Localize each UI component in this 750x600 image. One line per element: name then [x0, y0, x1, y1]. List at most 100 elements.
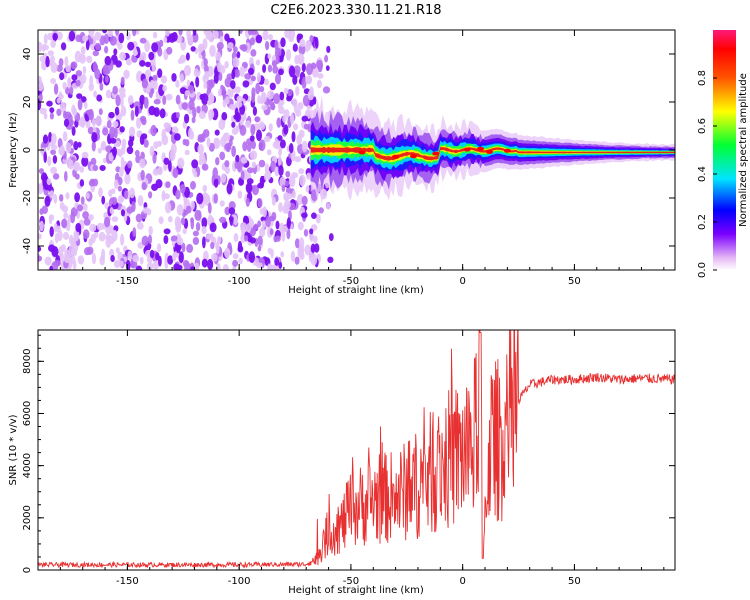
noise-blob [311, 212, 317, 219]
noise-blob [257, 95, 261, 104]
noise-blob [82, 211, 89, 220]
signal-hotspot [410, 154, 417, 159]
noise-blob [208, 109, 215, 119]
noise-blob [251, 87, 256, 99]
noise-blob [278, 55, 284, 63]
noise-blob [171, 32, 178, 42]
noise-blob [214, 129, 220, 136]
noise-blob [283, 87, 289, 95]
noise-blob [301, 77, 307, 89]
noise-blob [257, 220, 261, 228]
noise-blob [185, 52, 190, 61]
snr-series-line [38, 330, 675, 569]
noise-blob [151, 183, 159, 191]
noise-blob [184, 113, 190, 124]
noise-blob [126, 146, 134, 155]
noise-blob [117, 185, 122, 192]
noise-blob [228, 216, 234, 222]
noise-blob [264, 78, 269, 86]
noise-blob [255, 82, 261, 95]
noise-blob [201, 217, 208, 229]
noise-blob [263, 135, 271, 143]
noise-blob [64, 170, 68, 182]
signal-hotspot [392, 154, 400, 159]
x-tick-label: 0 [459, 276, 465, 287]
noise-blob [39, 93, 43, 102]
noise-blob [206, 137, 211, 148]
noise-blob [269, 264, 276, 270]
noise-blob [207, 202, 212, 214]
noise-blob [192, 106, 197, 119]
noise-blob [98, 231, 106, 242]
noise-blob [114, 106, 120, 116]
noise-blob [245, 197, 250, 207]
noise-blob [79, 54, 86, 64]
noise-blob [184, 262, 191, 270]
noise-blob [248, 251, 255, 263]
noise-blob [267, 53, 272, 59]
noise-blob [286, 217, 291, 229]
noise-blob [115, 94, 121, 107]
noise-blob [142, 207, 149, 214]
noise-blob [305, 75, 313, 85]
noise-blob [262, 30, 269, 41]
noise-blob [219, 200, 225, 207]
noise-blob [43, 151, 47, 163]
noise-blob [132, 227, 137, 238]
noise-blob [75, 222, 82, 233]
noise-blob [239, 66, 245, 77]
noise-blob [250, 49, 257, 57]
noise-blob [59, 145, 65, 156]
noise-blob [298, 168, 305, 175]
noise-blob [297, 194, 304, 205]
noise-blob [238, 30, 243, 34]
noise-blob [288, 65, 296, 78]
noise-blob [59, 202, 65, 211]
noise-blob [135, 30, 140, 35]
noise-blob [146, 262, 154, 270]
noise-blob [294, 238, 300, 249]
snr-frame [37, 329, 676, 571]
noise-blob [102, 127, 109, 136]
noise-blob [303, 123, 309, 130]
noise-blob [226, 182, 233, 195]
noise-blob [246, 167, 254, 174]
noise-blob [249, 135, 255, 142]
noise-blob [80, 116, 86, 128]
noise-blob [210, 242, 215, 250]
noise-blob [213, 178, 219, 188]
noise-blob [176, 237, 184, 246]
y-tick-label: 0 [22, 147, 33, 153]
noise-blob [274, 39, 279, 51]
noise-blob [278, 68, 284, 76]
noise-blob [259, 86, 265, 93]
noise-blob [192, 30, 197, 36]
noise-blob [105, 75, 109, 83]
noise-blob [315, 213, 321, 224]
noise-blob [219, 216, 227, 224]
noise-blob [310, 253, 318, 266]
noise-blob [265, 215, 271, 228]
noise-blob [105, 89, 112, 99]
x-tick-label: -100 [228, 276, 251, 287]
noise-blob [239, 124, 247, 136]
noise-blob [137, 195, 144, 207]
noise-blob [86, 192, 90, 200]
noise-blob [165, 93, 173, 101]
noise-blob [275, 73, 281, 85]
noise-blob [247, 30, 253, 36]
noise-blob [112, 146, 117, 157]
noise-blob [172, 167, 179, 179]
noise-blob [318, 207, 324, 214]
noise-blob [157, 68, 163, 78]
noise-blob [234, 69, 241, 78]
noise-blob [63, 110, 67, 119]
noise-blob [50, 55, 55, 64]
noise-blob [191, 159, 199, 169]
x-tick-label: -50 [343, 276, 359, 287]
noise-blob [63, 118, 70, 128]
noise-blob [201, 163, 209, 171]
noise-blob [145, 61, 151, 68]
noise-blob [95, 42, 101, 51]
noise-blob [290, 250, 296, 262]
